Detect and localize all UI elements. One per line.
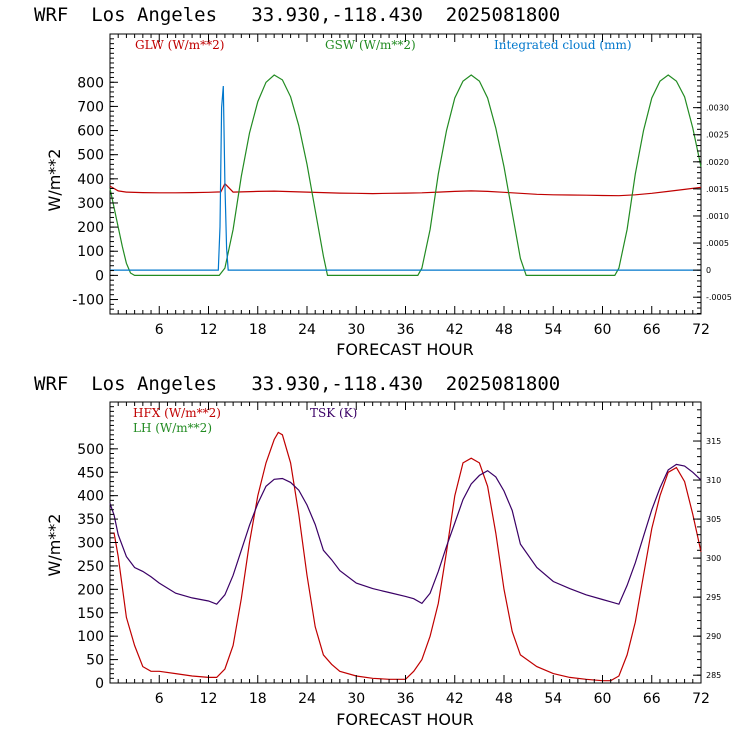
- bottom-right-tick-label: 300: [706, 554, 721, 563]
- top-right-tick-label: .0010: [706, 212, 729, 221]
- bottom-y-tick-label: 400: [77, 489, 104, 505]
- bottom-x-tick-label: 36: [397, 691, 415, 707]
- top-right-tick-label: .0005: [706, 239, 729, 248]
- legend-gsw: GSW (W/m**2): [325, 38, 416, 52]
- bottom-x-tick-label: 30: [347, 691, 365, 707]
- top-right-tick-label: .0025: [706, 131, 729, 140]
- bottom-y-tick-label: 300: [77, 536, 104, 552]
- bottom-right-tick-label: 310: [706, 476, 721, 485]
- top-y-tick-label: 700: [77, 99, 104, 115]
- top-right-tick-label: .0015: [706, 185, 729, 194]
- bottom-y-tick-label: 200: [77, 582, 104, 598]
- bottom-right-tick-label: 315: [706, 437, 721, 446]
- top-x-tick-label: 12: [200, 322, 218, 338]
- top-x-tick-label: 42: [446, 322, 464, 338]
- top-y-axis-label: W/m**2: [45, 149, 64, 212]
- top-series-line-2: [109, 74, 702, 276]
- legend-lh: LH (W/m**2): [133, 421, 212, 435]
- top-chart-title: WRF Los Angeles 33.930,-118.430 20250818…: [34, 4, 560, 26]
- top-x-tick-label: 66: [643, 322, 661, 338]
- top-series-line-3: [110, 85, 701, 271]
- top-right-tick-label: .0030: [706, 104, 729, 113]
- top-right-tick-label: .0020: [706, 158, 729, 167]
- bottom-right-tick-label: 295: [706, 593, 721, 602]
- bottom-x-tick-label: 18: [249, 691, 267, 707]
- top-axes-group: 6 12 18 24 30 36 42 48 54 60 66 72 -100 0 100 200 300 400…: [72, 33, 732, 338]
- bottom-x-axis-label: FORECAST HOUR: [336, 710, 474, 729]
- top-y-tick-label: 800: [77, 75, 104, 91]
- top-x-axis-label: FORECAST HOUR: [336, 340, 474, 359]
- bottom-x-tick-label: 66: [643, 691, 661, 707]
- top-x-tick-label: 24: [298, 322, 316, 338]
- top-y-tick-label: 500: [77, 148, 104, 164]
- legend-hfx: HFX (W/m**2): [133, 406, 221, 420]
- bottom-right-tick-label: 290: [706, 632, 721, 641]
- bottom-y-tick-label: 350: [77, 512, 104, 528]
- top-y-tick-label: 600: [77, 124, 104, 140]
- bottom-y-tick-label: 500: [77, 442, 104, 458]
- top-plot-frame: [109, 33, 702, 315]
- top-x-tick-label: 60: [594, 322, 612, 338]
- top-right-tick-label: 0: [706, 266, 711, 275]
- legend-integrated-cloud: Integrated cloud (mm): [494, 38, 632, 52]
- bottom-axes-group: 6 12 18 24 30 36 42 48 54 60 66 72 0 50 100 150 200 250 30…: [77, 401, 721, 707]
- bottom-y-tick-label: 0: [95, 676, 104, 692]
- top-y-tick-label: -100: [72, 293, 104, 309]
- bottom-right-tick-label: 305: [706, 515, 721, 524]
- bottom-x-tick-label: 72: [692, 691, 710, 707]
- top-x-tick-label: 30: [347, 322, 365, 338]
- top-x-tick-label: 6: [155, 322, 164, 338]
- top-y-tick-label: 400: [77, 172, 104, 188]
- bottom-series-line-1: [110, 431, 702, 682]
- bottom-y-tick-label: 450: [77, 465, 104, 481]
- bottom-series-line-2: [109, 463, 702, 605]
- top-y-tick-label: 0: [95, 268, 104, 284]
- legend-glw: GLW (W/m**2): [135, 38, 224, 52]
- top-x-tick-label: 36: [397, 322, 415, 338]
- bottom-y-axis-label: W/m**2: [45, 514, 64, 577]
- top-chart: WRF Los Angeles 33.930,-118.430 20250818…: [34, 4, 732, 359]
- bottom-x-tick-label: 48: [495, 691, 513, 707]
- top-x-tick-label: 48: [495, 322, 513, 338]
- bottom-y-tick-label: 100: [77, 629, 104, 645]
- bottom-chart-title: WRF Los Angeles 33.930,-118.430 20250818…: [34, 373, 560, 395]
- bottom-chart: WRF Los Angeles 33.930,-118.430 20250818…: [34, 373, 721, 729]
- bottom-x-tick-label: 54: [544, 691, 562, 707]
- top-y-tick-label: 200: [77, 220, 104, 236]
- top-x-tick-label: 18: [249, 322, 267, 338]
- top-series-line-1: [109, 182, 702, 197]
- bottom-y-tick-label: 250: [77, 559, 104, 575]
- bottom-x-tick-label: 60: [594, 691, 612, 707]
- bottom-x-tick-label: 12: [200, 691, 218, 707]
- top-y-tick-label: 300: [77, 196, 104, 212]
- top-series-group: [109, 74, 702, 276]
- bottom-x-tick-label: 24: [298, 691, 316, 707]
- bottom-x-tick-label: 6: [155, 691, 164, 707]
- top-x-tick-label: 72: [692, 322, 710, 338]
- bottom-x-tick-label: 42: [446, 691, 464, 707]
- top-y-tick-label: 100: [77, 244, 104, 260]
- bottom-series-group: [109, 431, 702, 682]
- bottom-y-tick-label: 150: [77, 606, 104, 622]
- top-right-tick-label: -.0005: [706, 293, 732, 302]
- bottom-right-tick-label: 285: [706, 671, 721, 680]
- top-x-tick-label: 54: [544, 322, 562, 338]
- bottom-plot-frame: [109, 401, 702, 684]
- bottom-y-tick-label: 50: [86, 653, 104, 669]
- legend-tsk: TSK (K): [310, 406, 357, 420]
